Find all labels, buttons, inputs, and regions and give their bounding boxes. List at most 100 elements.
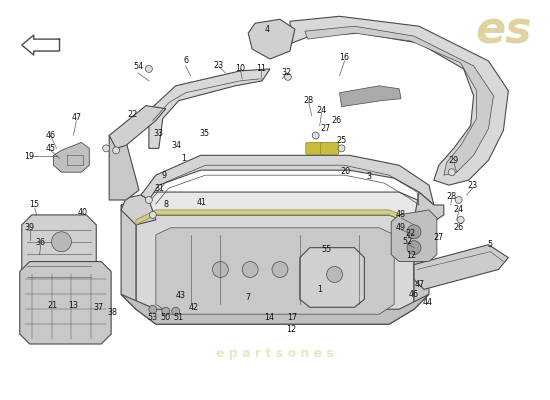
Text: 31: 31: [155, 184, 165, 192]
Circle shape: [149, 305, 157, 313]
Text: 5: 5: [487, 240, 492, 249]
Text: 26: 26: [332, 116, 342, 125]
Circle shape: [145, 66, 152, 72]
Polygon shape: [121, 205, 136, 309]
Text: 3: 3: [367, 172, 372, 181]
Polygon shape: [149, 69, 270, 148]
Circle shape: [212, 262, 228, 278]
Polygon shape: [20, 262, 111, 344]
Circle shape: [242, 262, 258, 278]
Text: 44: 44: [423, 298, 433, 307]
Text: 15: 15: [30, 200, 40, 210]
Polygon shape: [141, 155, 434, 205]
Polygon shape: [121, 192, 429, 225]
Text: 9: 9: [161, 171, 166, 180]
Text: 25: 25: [337, 136, 346, 145]
Polygon shape: [121, 294, 429, 324]
Text: 55: 55: [322, 245, 332, 254]
Polygon shape: [391, 210, 437, 262]
Text: 40: 40: [78, 208, 87, 218]
Circle shape: [448, 169, 455, 176]
Text: 50: 50: [161, 313, 171, 322]
Text: 21: 21: [47, 301, 58, 310]
Text: e p a r t s o n e s: e p a r t s o n e s: [216, 348, 334, 360]
Polygon shape: [248, 19, 295, 59]
Polygon shape: [339, 86, 401, 107]
Polygon shape: [300, 248, 364, 307]
Text: 28: 28: [304, 96, 314, 105]
Text: 36: 36: [36, 238, 46, 247]
Polygon shape: [22, 215, 96, 289]
Text: 16: 16: [339, 54, 349, 62]
Text: 48: 48: [396, 210, 406, 219]
Text: 24: 24: [317, 106, 327, 115]
Polygon shape: [53, 142, 89, 172]
Text: 24: 24: [454, 206, 464, 214]
Text: 51: 51: [174, 313, 184, 322]
Polygon shape: [290, 16, 508, 185]
Text: 37: 37: [93, 303, 103, 312]
Polygon shape: [136, 215, 414, 324]
Polygon shape: [109, 106, 166, 148]
Text: 10: 10: [235, 64, 245, 74]
Circle shape: [455, 196, 462, 204]
Text: 32: 32: [282, 68, 292, 77]
Circle shape: [52, 232, 72, 252]
Polygon shape: [121, 195, 156, 225]
Text: 7: 7: [246, 293, 251, 302]
Text: 1: 1: [317, 285, 322, 294]
Text: 35: 35: [200, 129, 210, 138]
Text: 42: 42: [189, 303, 199, 312]
Text: 26: 26: [454, 223, 464, 232]
Circle shape: [312, 132, 319, 139]
Circle shape: [327, 266, 343, 282]
Text: 53: 53: [148, 313, 158, 322]
Text: 41: 41: [196, 198, 206, 208]
Text: 23: 23: [468, 181, 478, 190]
Circle shape: [272, 262, 288, 278]
Text: 1: 1: [181, 154, 186, 163]
Polygon shape: [305, 26, 493, 175]
Text: 29: 29: [449, 156, 459, 165]
Text: 17: 17: [287, 313, 297, 322]
Text: 8: 8: [163, 200, 168, 210]
Text: 54: 54: [133, 62, 143, 72]
Circle shape: [113, 147, 119, 154]
Text: 23: 23: [213, 62, 223, 70]
Circle shape: [284, 73, 292, 80]
Polygon shape: [414, 205, 429, 309]
Text: 14: 14: [264, 313, 274, 322]
Circle shape: [407, 225, 421, 239]
Text: 46: 46: [46, 131, 56, 140]
Text: 46: 46: [409, 290, 419, 299]
Text: 52: 52: [402, 237, 412, 246]
FancyBboxPatch shape: [321, 142, 339, 154]
Text: 27: 27: [321, 124, 331, 133]
Polygon shape: [22, 35, 59, 55]
Text: 11: 11: [256, 64, 266, 74]
Text: 12: 12: [286, 324, 296, 334]
Text: 27: 27: [434, 233, 444, 242]
Text: 13: 13: [68, 301, 79, 310]
FancyBboxPatch shape: [306, 142, 323, 154]
Circle shape: [338, 145, 345, 152]
Text: 39: 39: [25, 223, 35, 232]
Circle shape: [407, 241, 421, 255]
Text: 28: 28: [447, 192, 457, 200]
Text: 12: 12: [406, 251, 416, 260]
Text: 34: 34: [172, 141, 182, 150]
Text: es: es: [475, 10, 532, 53]
Circle shape: [457, 216, 464, 223]
Circle shape: [103, 145, 109, 152]
Polygon shape: [156, 228, 394, 314]
Polygon shape: [136, 210, 414, 225]
Text: 33: 33: [154, 129, 164, 138]
Text: 22: 22: [127, 110, 137, 119]
Circle shape: [162, 307, 170, 315]
Polygon shape: [109, 130, 139, 200]
Text: 38: 38: [107, 308, 117, 317]
Text: 22: 22: [405, 229, 415, 238]
Circle shape: [172, 307, 180, 315]
Polygon shape: [414, 245, 508, 289]
Text: 4: 4: [265, 25, 270, 34]
